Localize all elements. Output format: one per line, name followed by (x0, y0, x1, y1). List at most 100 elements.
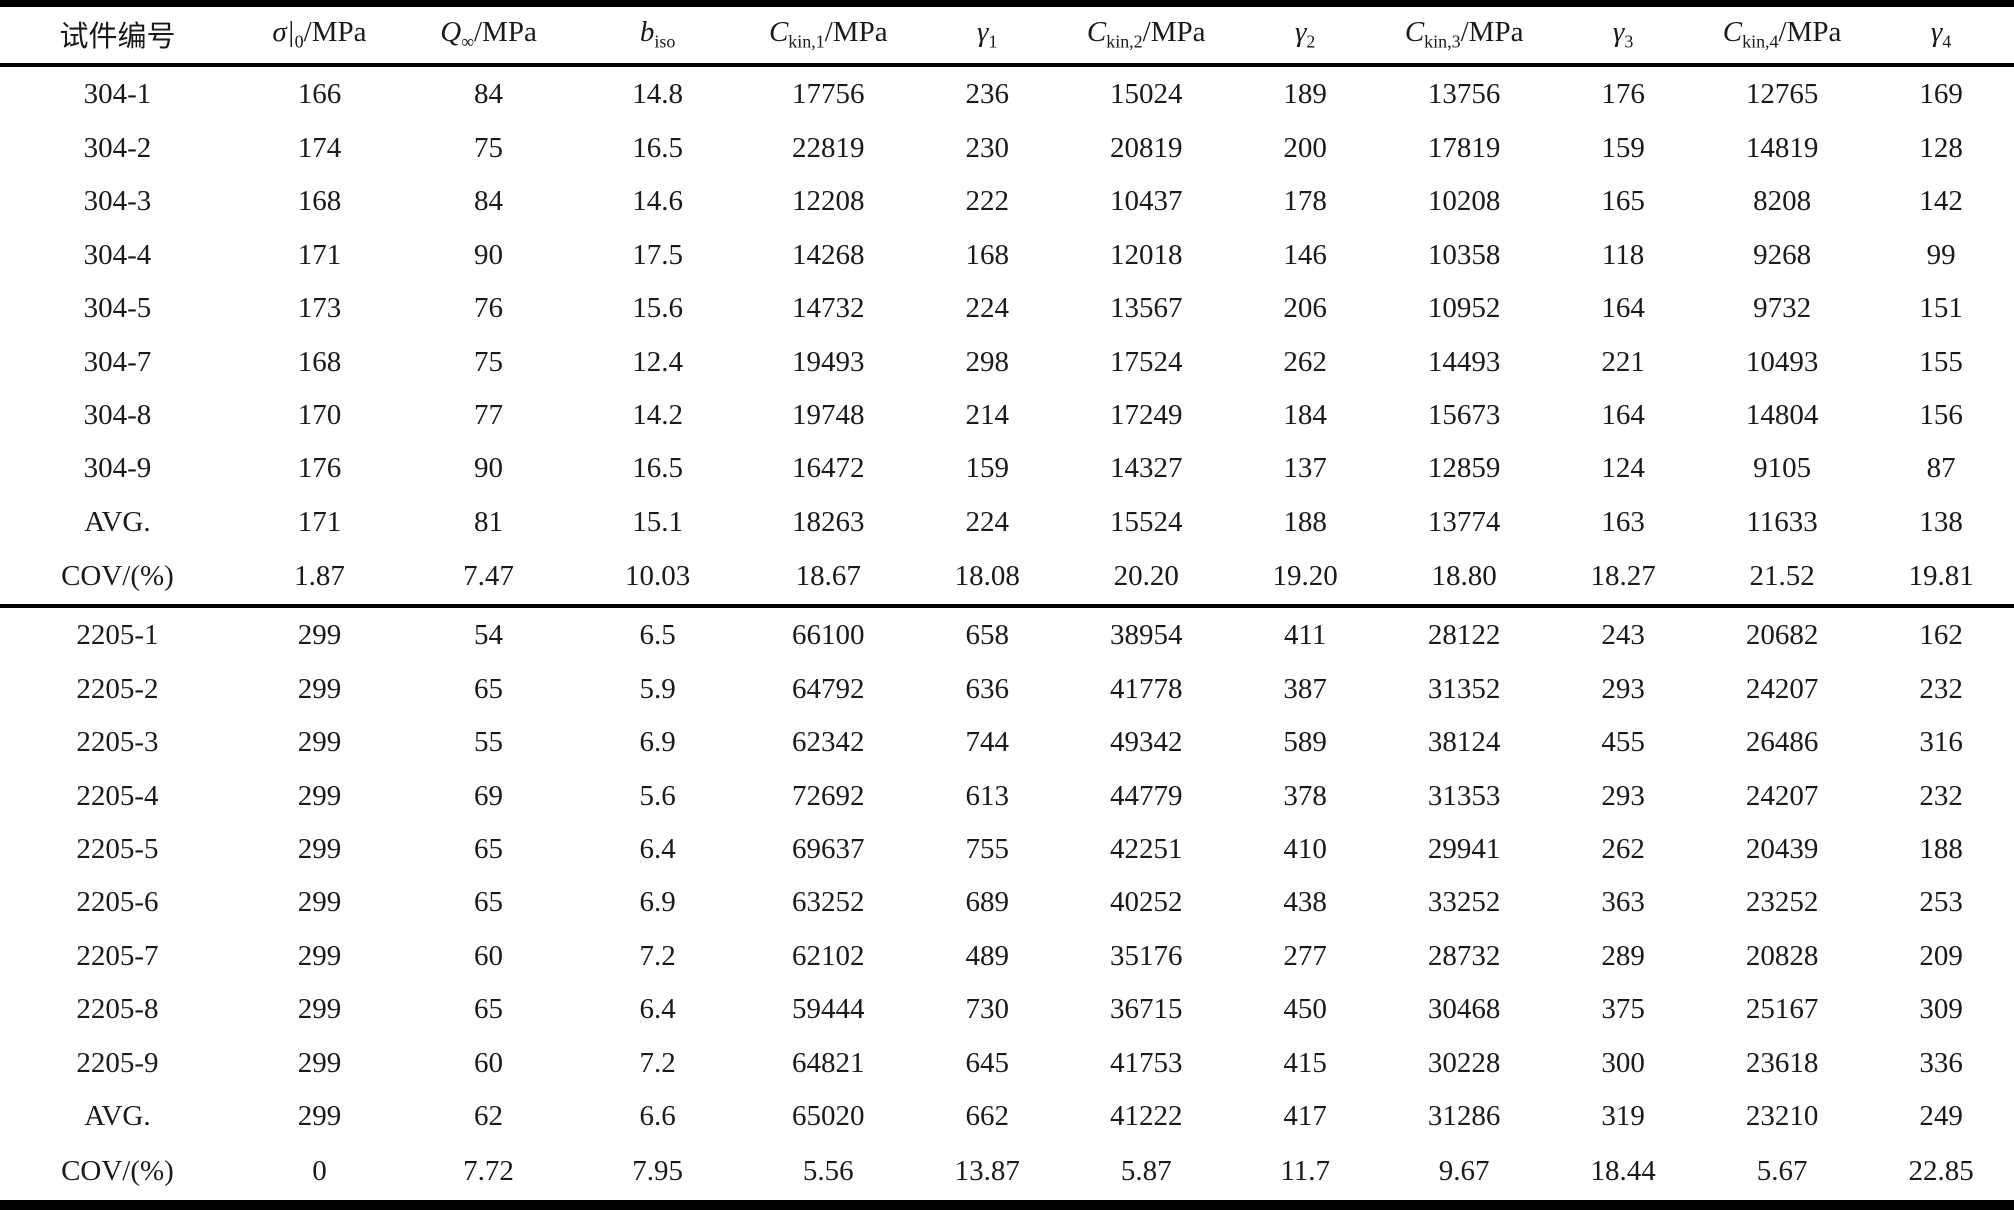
header-symbol: C (1086, 15, 1107, 48)
table-cell: 6.4 (639, 833, 676, 866)
table-cell: 293 (1601, 779, 1645, 812)
table-cell: 15024 (1109, 77, 1183, 110)
header-cell-ckin1-mpa: Ckin,1/MPa (742, 3, 915, 67)
table-row-avg: AVG. 171 81 15.1 18263 224 15524 188 13774 163 116… (0, 496, 2014, 549)
table-cell: 168 (297, 345, 342, 378)
table-cell: 5.67 (1756, 1155, 1808, 1188)
table-cell: 151 (1919, 292, 1963, 325)
table-cell: 18.80 (1431, 559, 1497, 592)
table-cell: 455 (1601, 726, 1645, 759)
table-cell: 8208 (1753, 185, 1812, 218)
table-cell: 299 (297, 1100, 342, 1133)
table-row-304-4: 304-4 171 90 17.5 14268 168 12018 146 10358 118 92… (0, 229, 2014, 282)
table-cell: 42251 (1109, 833, 1183, 866)
header-unit: /MPa (1142, 15, 1206, 48)
table-cell: 26486 (1745, 726, 1819, 759)
header-unit: /MPa (303, 15, 367, 48)
table-cell: 5.9 (639, 672, 676, 705)
table-cell: 17524 (1109, 345, 1183, 378)
table-cell: 28122 (1427, 618, 1501, 651)
header-cell-ckin3-mpa: Ckin,3/MPa (1378, 3, 1551, 67)
table-cell: 300 (1601, 1046, 1645, 1079)
table-cell: 7.2 (639, 1046, 676, 1079)
table-cell: 319 (1601, 1100, 1645, 1133)
header-cell-ckin4-mpa: Ckin,4/MPa (1696, 3, 1869, 67)
table-cell: 31286 (1427, 1100, 1501, 1133)
table-cell: 118 (1601, 238, 1645, 271)
table-cell: 298 (965, 345, 1009, 378)
table-cell: 262 (1283, 345, 1327, 378)
table-cell: 72692 (792, 779, 865, 812)
table-cell: 438 (1283, 886, 1327, 919)
table-cell: 662 (965, 1100, 1009, 1133)
row-label: 2205-4 (76, 779, 159, 812)
table-cell: 9.67 (1438, 1155, 1490, 1188)
table-cell: 1.87 (294, 559, 345, 592)
table-cell: 163 (1601, 505, 1645, 538)
table-cell: 76 (474, 292, 504, 325)
row-label: 2205-6 (76, 886, 159, 919)
table-cell: 5.87 (1120, 1155, 1172, 1188)
header-cell-gamma1: γ1 (914, 3, 1061, 67)
table-cell: 13756 (1427, 77, 1501, 110)
table-cell: 18.67 (795, 559, 861, 592)
row-label: 304-7 (83, 345, 152, 378)
table-cell: 230 (965, 131, 1009, 164)
header-symbol: Q (440, 15, 462, 48)
table-cell: 299 (297, 993, 342, 1026)
table-cell: 658 (965, 618, 1009, 651)
table-cell: 81 (474, 505, 504, 538)
table-cell: 176 (1601, 77, 1645, 110)
table-cell: 69 (474, 779, 504, 812)
table-cell: 209 (1919, 939, 1963, 972)
header-symbol: C (1722, 15, 1743, 48)
table-cell: 289 (1601, 939, 1645, 972)
table-cell: 221 (1601, 345, 1645, 378)
table-cell: 16.5 (632, 131, 684, 164)
table-cell: 17.5 (632, 238, 684, 271)
row-label: COV/(%) (61, 559, 174, 592)
table-cell: 224 (965, 505, 1009, 538)
table-cell: 24207 (1745, 779, 1819, 812)
header-subscript: iso (654, 31, 676, 52)
table-cell: 14.2 (632, 398, 684, 431)
table-cell: 44779 (1109, 779, 1183, 812)
table-cell: 17249 (1109, 398, 1183, 431)
table-cell: 13567 (1109, 292, 1183, 325)
table-cell: 6.4 (639, 993, 676, 1026)
table-cell: 10437 (1109, 185, 1183, 218)
table-row-2205-9: 2205-9 299 60 7.2 64821 645 41753 415 30228 300 23… (0, 1037, 2014, 1090)
table-cell: 20828 (1745, 939, 1819, 972)
table-cell: 64792 (792, 672, 865, 705)
table-cell: 184 (1283, 398, 1327, 431)
table-cell: 17819 (1427, 131, 1501, 164)
header-cell-gamma3: γ3 (1550, 3, 1696, 67)
table-row-2205-8: 2205-8 299 65 6.4 59444 730 36715 450 30468 375 25… (0, 983, 2014, 1036)
table-cell: 155 (1919, 345, 1963, 378)
table-cell: 178 (1283, 185, 1327, 218)
table-cell: 14819 (1745, 131, 1819, 164)
table-cell: 168 (297, 185, 342, 218)
table-cell: 31353 (1427, 779, 1501, 812)
table-row-304-5: 304-5 173 76 15.6 14732 224 13567 206 10952 164 97… (0, 282, 2014, 335)
table-cell: 744 (965, 726, 1009, 759)
table-cell: 169 (1919, 77, 1963, 110)
table-cell: 316 (1919, 726, 1963, 759)
table-cell: 232 (1919, 672, 1963, 705)
table-cell: 60 (474, 1046, 504, 1079)
table-cell: 19.20 (1272, 559, 1338, 592)
table-cell: 15524 (1109, 505, 1183, 538)
table-cell: 23210 (1745, 1100, 1819, 1133)
table-cell: 36715 (1109, 993, 1183, 1026)
table-cell: 415 (1283, 1046, 1327, 1079)
table-cell: 645 (965, 1046, 1009, 1079)
table-cell: 59444 (792, 993, 865, 1026)
table-cell: 299 (297, 886, 342, 919)
table-cell: 6.5 (639, 618, 676, 651)
table-row-2205-2: 2205-2 299 65 5.9 64792 636 41778 387 31352 293 24… (0, 663, 2014, 716)
table-cell: 11633 (1746, 505, 1818, 538)
table-cell: 188 (1283, 505, 1327, 538)
table-cell: 62342 (792, 726, 865, 759)
table-cell: 124 (1601, 452, 1645, 485)
table-cell: 299 (297, 833, 342, 866)
